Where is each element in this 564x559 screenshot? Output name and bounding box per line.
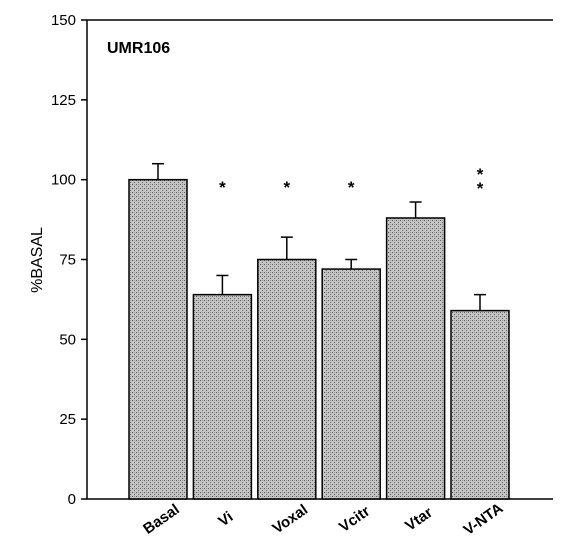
panel-label: UMR106 [107, 40, 170, 57]
significance-marker: * [477, 165, 484, 184]
y-tick-label: 75 [59, 252, 76, 269]
y-axis-label: %BASAL [29, 227, 46, 293]
y-tick-label: 0 [68, 491, 76, 508]
bar [128, 178, 188, 500]
y-tick-label: 150 [51, 12, 76, 29]
x-tick-label: Vtar [402, 504, 436, 535]
y-tick-label: 50 [59, 331, 76, 348]
bars-group [128, 162, 510, 500]
significance-marker: * [348, 178, 355, 197]
bar [257, 258, 317, 500]
y-tick-label: 25 [59, 411, 76, 428]
significance-marker: * [477, 179, 484, 198]
significance-marker: * [219, 178, 226, 197]
x-tick-label: Vi [215, 508, 236, 530]
x-tick-label: Voxal [269, 501, 311, 537]
bar [192, 293, 253, 500]
bar [450, 309, 510, 500]
bar [321, 268, 381, 500]
y-tick-label: 100 [51, 172, 76, 189]
x-tick-label: V-NTA [461, 500, 507, 539]
significance-marker: * [283, 178, 290, 197]
y-tick-label: 125 [51, 92, 76, 109]
x-tick-label: Vcitr [336, 503, 373, 536]
bar [385, 217, 446, 500]
x-tick-label: Basal [140, 501, 183, 538]
